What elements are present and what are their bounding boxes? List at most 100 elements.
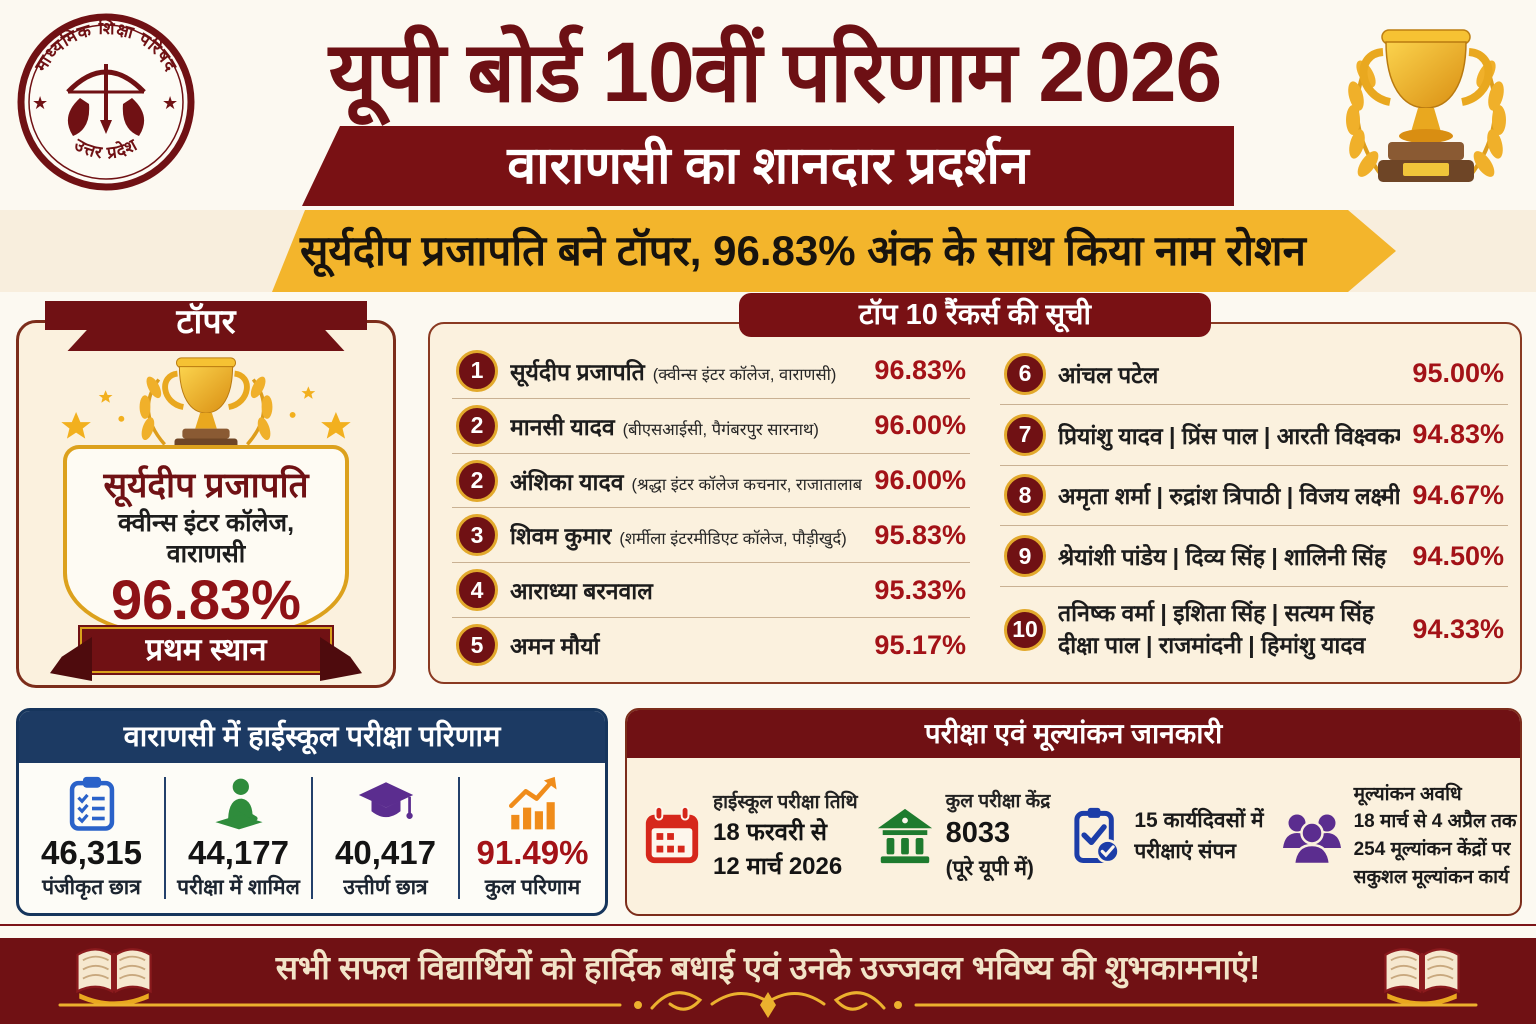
ranker-name: अमृता शर्मा | रुद्रांश त्रिपाठी | विजय ल… (1058, 483, 1401, 510)
top10-title: टॉप 10 रैंकर्स की सूची (739, 293, 1211, 337)
ranker-name: सूर्यदीप प्रजापति (510, 358, 645, 385)
rank-badge: 3 (456, 514, 498, 557)
page-title: यूपी बोर्ड 10वीं परिणाम 2026 (328, 25, 1223, 119)
ranker-percent: 95.00% (1412, 358, 1504, 389)
ranker-percent: 95.83% (874, 519, 966, 550)
stat-label: उत्तीर्ण छात्र (343, 876, 428, 900)
topper-rank-ribbon: प्रथम स्थान (80, 627, 332, 673)
footer-separator (0, 924, 1536, 926)
subtitle-banner: वाराणसी का शानदार प्रदर्शन (302, 126, 1234, 206)
footer: सभी सफल विद्यार्थियों को हार्दिक बधाई एव… (0, 938, 1536, 1024)
stat-appeared: 44,177 परीक्षा में शामिल (166, 763, 311, 913)
student-writing-icon (214, 778, 263, 830)
stat-value: 91.49% (476, 833, 589, 871)
info-line: परीक्षाएं संपन (1134, 840, 1237, 863)
logo-emblem (66, 64, 146, 136)
footer-message: सभी सफल विद्यार्थियों को हार्दिक बधाई एव… (275, 949, 1261, 986)
rank-badge: 2 (456, 404, 498, 447)
ranker-name: मानसी यादव (510, 413, 615, 440)
rank-badge: 2 (456, 459, 498, 502)
ranker-row: 5 अमन मौर्या 95.17% (452, 618, 970, 672)
varanasi-stats-panel: वाराणसी में हाईस्कूल परीक्षा परिणाम 46,3… (16, 708, 608, 916)
top10-left-column: 1 सूर्यदीप प्रजापति (क्वीन्स इंटर कॉलेज, … (452, 344, 970, 672)
ranker-name: आंचल पटेल (1058, 361, 1159, 388)
stat-label: कुल परिणाम (484, 876, 581, 900)
stats-panel-title: वाराणसी में हाईस्कूल परीक्षा परिणाम (19, 711, 605, 763)
info-line: कुल परीक्षा केंद्र (945, 790, 1051, 812)
trophy-icon (1343, 29, 1509, 183)
info-line: 8033 (945, 817, 1011, 850)
ribbon-arrow-shape (272, 210, 1396, 292)
ranker-name: शिवम कुमार (510, 523, 612, 550)
ranker-percent: 94.33% (1412, 614, 1504, 645)
ranker-name-line2: दीक्षा पाल | राजमांदनी | हिमांशु यादव (1058, 631, 1366, 658)
info-line: 18 मार्च से 4 अप्रैल तक (1353, 811, 1517, 833)
info-exam-completed: 15 कार्यदिवसों में परीक्षाएं संपन (1058, 758, 1271, 914)
ranker-name: श्रेयांशी पांडेय | दिव्य सिंह | शालिनी स… (1058, 544, 1387, 571)
star-icon (61, 386, 351, 439)
info-line: 12 मार्च 2026 (713, 852, 843, 880)
rank-badge: 10 (1004, 608, 1046, 651)
info-evaluation: मूल्यांकन अवधि 18 मार्च से 4 अप्रैल तक 2… (1272, 758, 1520, 914)
graduation-cap-icon (358, 782, 413, 819)
ranker-name: अंशिका यादव (510, 468, 624, 495)
rank-badge: 4 (456, 569, 498, 612)
gold-flourish-ornament (58, 991, 1478, 1018)
ranker-percent: 94.83% (1412, 419, 1504, 450)
calendar-icon (645, 805, 699, 864)
ranker-percent: 96.00% (874, 410, 966, 441)
ranker-name: आराध्या बरनवाल (510, 578, 653, 605)
divider (458, 777, 460, 899)
rank-badge: 8 (1004, 474, 1046, 517)
ranker-row: 1 सूर्यदीप प्रजापति (क्वीन्स इंटर कॉलेज, … (452, 344, 970, 399)
clipboard-check-icon (1074, 807, 1121, 864)
rank-badge: 7 (1004, 413, 1046, 456)
ranker-row: 7 प्रियांशु यादव | प्रिंस पाल | आरती विक… (1000, 405, 1508, 466)
info-line: सकुशल मूल्यांकन कार्य (1353, 866, 1510, 888)
ranker-college: (बीएसआईसी, पैगंबरपुर सारनाथ) (622, 420, 819, 439)
ranker-college: (क्वीन्स इंटर कॉलेज, वाराणसी) (652, 365, 837, 384)
ranker-name: अमन मौर्या (510, 633, 600, 660)
star-icon: ★ (32, 93, 48, 113)
topper-card-banner: टॉपर (45, 301, 367, 351)
ranker-percent: 95.17% (874, 629, 966, 660)
info-line: (पूरे यूपी में) (945, 856, 1034, 880)
ranker-row: 6 आंचल पटेल 95.00% (1000, 344, 1508, 405)
info-line: मूल्यांकन अवधि (1353, 783, 1462, 805)
rank-badge: 5 (456, 624, 498, 667)
open-book-icon (1384, 948, 1460, 1006)
top10-panel: टॉप 10 रैंकर्स की सूची 1 सूर्यदीप प्रजाप… (428, 293, 1522, 684)
topper-percent: 96.83% (111, 567, 301, 631)
info-exam-dates: हाईस्कूल परीक्षा तिथि 18 फरवरी से 12 मार… (633, 758, 866, 914)
highlight-ribbon: सूर्यदीप प्रजापति बने टॉपर, 96.83% अंक क… (0, 210, 1536, 292)
ranker-percent: 95.33% (874, 574, 966, 605)
stat-label: परीक्षा में शामिल (177, 876, 300, 900)
topper-card: टॉपर सूर्यदीप प्रजापति क्वीन्स इंटर कॉले… (16, 301, 396, 688)
exam-info-body: हाईस्कूल परीक्षा तिथि 18 फरवरी से 12 मार… (627, 758, 1520, 914)
ranker-row: 8 अमृता शर्मा | रुद्रांश त्रिपाठी | विजय… (1000, 466, 1508, 527)
ranker-percent: 96.00% (874, 465, 966, 496)
ranker-name: प्रियांशु यादव | प्रिंस पाल | आरती विक्ष… (1058, 422, 1401, 449)
ribbon-text: सूर्यदीप प्रजापति बने टॉपर, 96.83% अंक क… (300, 227, 1306, 274)
rank-badge: 6 (1004, 352, 1046, 395)
exam-info-panel: परीक्षा एवं मूल्यांकन जानकारी हाईस्कूल प… (625, 708, 1522, 916)
topper-college-line2: वाराणसी (166, 540, 246, 569)
info-line: 254 मूल्यांकन केंद्रों पर (1353, 839, 1511, 860)
topper-detail-shield: सूर्यदीप प्रजापति क्वीन्स इंटर कॉलेज, वा… (63, 445, 349, 635)
stat-registered: 46,315 पंजीकृत छात्र (19, 763, 164, 913)
ranker-name-line1: तनिष्क वर्मा | इशिता सिंह | सत्यम सिंह (1058, 599, 1374, 626)
bank-icon (877, 808, 932, 864)
open-book-icon (76, 948, 152, 1006)
stat-value: 40,417 (335, 833, 436, 871)
up-board-logo: माध्यमिक शिक्षा परिषद उत्तर प्रदेश ★ ★ (17, 13, 195, 191)
top10-right-column: 6 आंचल पटेल 95.00% 7 प्रियांशु यादव | प्… (1000, 344, 1508, 672)
rank-badge: 9 (1004, 535, 1046, 578)
stat-result: 91.49% कुल परिणाम (460, 763, 605, 913)
stat-value: 46,315 (41, 833, 142, 871)
ranker-row: 4 आराध्या बरनवाल 95.33% (452, 563, 970, 619)
stats-body: 46,315 पंजीकृत छात्र 44,177 परीक्षा में … (19, 763, 605, 913)
divider (311, 777, 313, 899)
ranker-row: 10 तनिष्क वर्मा | इशिता सिंह | सत्यम सिं… (1000, 587, 1508, 672)
growth-chart-icon (508, 776, 557, 830)
stat-passed: 40,417 उत्तीर्ण छात्र (313, 763, 458, 913)
